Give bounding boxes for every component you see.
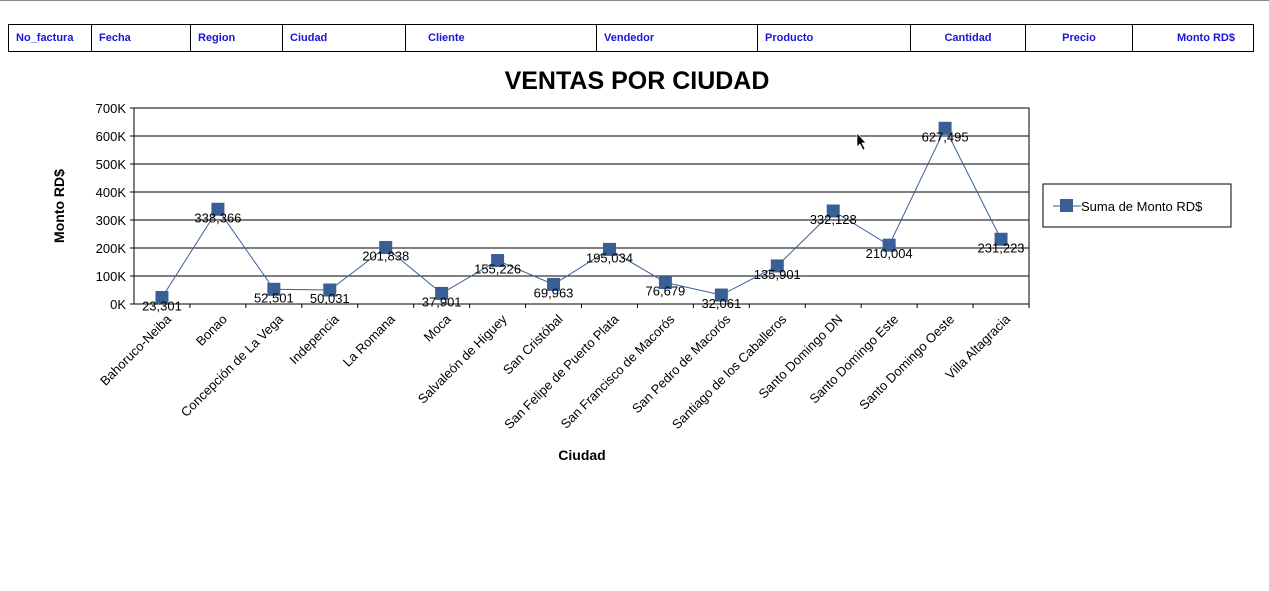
data-point	[882, 238, 896, 252]
data-point	[938, 121, 952, 135]
x-tick-label: Bahoruco-Neiba	[97, 311, 175, 389]
header-ciudad[interactable]: Ciudad	[283, 25, 406, 51]
y-tick-label: 600K	[96, 129, 127, 144]
data-point	[714, 288, 728, 302]
x-tick-label: Moca	[421, 311, 455, 345]
plot-area	[133, 107, 1030, 305]
data-point	[155, 290, 169, 304]
data-point	[602, 242, 616, 256]
y-tick-label: 300K	[96, 213, 127, 228]
x-tick-label: La Romana	[340, 311, 399, 370]
chart-title: VENTAS POR CIUDAD	[505, 67, 770, 95]
y-tick-label: 100K	[96, 269, 127, 284]
data-point	[379, 240, 393, 254]
top-rule	[0, 0, 1269, 1]
header-cantidad[interactable]: Cantidad	[911, 25, 1026, 51]
header-no-factura[interactable]: No_factura	[9, 25, 92, 51]
data-label: 627,495	[922, 129, 969, 144]
x-tick-label: Indepencia	[286, 311, 342, 367]
header-cliente[interactable]: Cliente	[406, 25, 597, 51]
data-label: 37,901	[422, 294, 462, 309]
x-tick-label: Santiago de los Caballeros	[669, 311, 790, 432]
data-point	[547, 277, 561, 291]
header-precio[interactable]: Precio	[1026, 25, 1133, 51]
y-tick-label: 700K	[96, 101, 127, 116]
legend-label: Suma de Monto RD$	[1081, 199, 1203, 214]
y-tick-label: 200K	[96, 241, 127, 256]
data-point	[267, 282, 281, 296]
data-label: 32,061	[701, 296, 741, 311]
legend: Suma de Monto RD$	[1042, 183, 1232, 228]
data-label: 155,226	[474, 262, 521, 277]
y-axis-label: Monto RD$	[51, 169, 67, 243]
data-label: 50,031	[310, 291, 350, 306]
header-monto[interactable]: Monto RD$	[1133, 25, 1254, 51]
header-region[interactable]: Region	[191, 25, 283, 51]
data-point	[323, 283, 337, 297]
data-label: 231,223	[978, 240, 1025, 255]
column-header-row: No_factura Fecha Region Ciudad Cliente V…	[8, 24, 1254, 52]
data-label: 69,963	[534, 285, 574, 300]
y-tick-label: 500K	[96, 157, 127, 172]
data-label: 338,366	[194, 210, 241, 225]
x-tick-label: San Pedro de Macorós	[629, 311, 734, 416]
data-label: 135,901	[754, 267, 801, 282]
data-label: 332,128	[810, 212, 857, 227]
y-tick-label: 0K	[110, 297, 126, 312]
series-line	[161, 127, 1002, 298]
data-label: 52,501	[254, 290, 294, 305]
x-tick-label: San Francisco de Macorós	[558, 311, 678, 431]
legend-marker	[1060, 199, 1073, 212]
x-axis-label: Ciudad	[558, 447, 605, 463]
data-label: 195,034	[586, 250, 633, 265]
data-label: 23,301	[142, 298, 182, 313]
data-point	[994, 232, 1008, 246]
mouse-cursor-icon	[856, 132, 867, 151]
y-tick-label: 400K	[96, 185, 127, 200]
data-point	[658, 276, 672, 290]
data-label: 210,004	[866, 246, 913, 261]
x-tick-label: Bonao	[193, 312, 230, 349]
header-producto[interactable]: Producto	[758, 25, 911, 51]
data-point	[826, 204, 840, 218]
data-label: 76,679	[646, 284, 686, 299]
data-point	[770, 259, 784, 273]
header-vendedor[interactable]: Vendedor	[597, 25, 758, 51]
data-point	[435, 286, 449, 300]
x-tick-label: Concepción de La Vega	[178, 311, 287, 420]
data-point	[211, 202, 225, 216]
x-tick-label: San Felipe de Puerto Plata	[501, 311, 622, 432]
header-fecha[interactable]: Fecha	[92, 25, 191, 51]
data-point	[491, 254, 505, 268]
x-tick-label: Santo Domingo Oeste	[856, 312, 957, 413]
data-label: 201,838	[362, 248, 409, 263]
